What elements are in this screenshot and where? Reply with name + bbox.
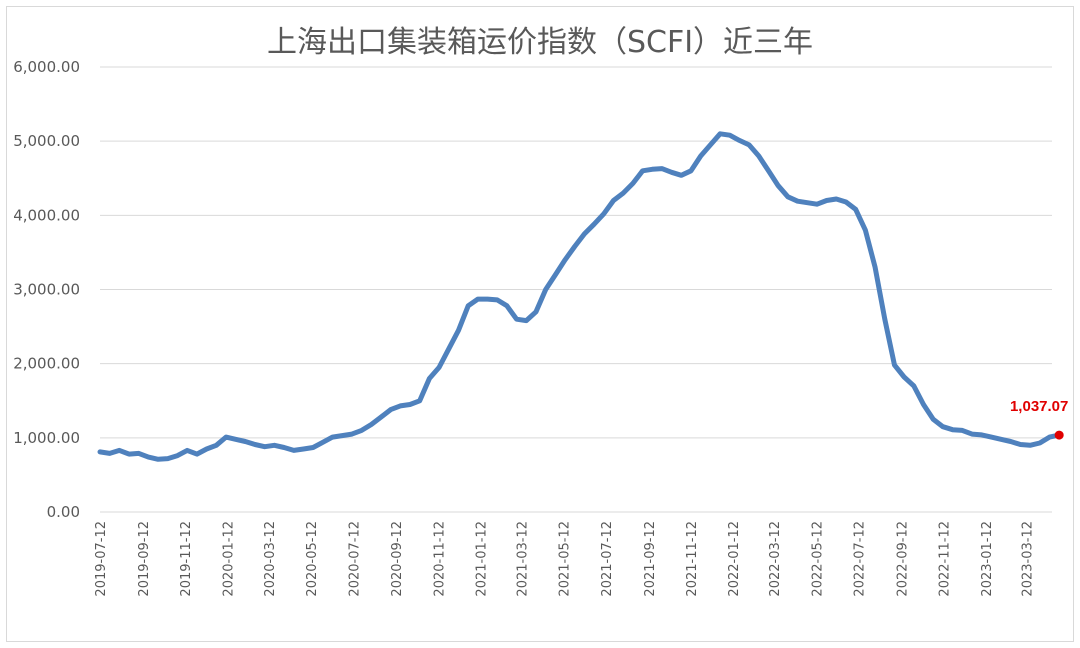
y-tick-label: 2,000.00 — [13, 355, 80, 373]
x-tick-label: 2022-05-12 — [810, 521, 825, 597]
x-tick-label: 2020-07-12 — [347, 521, 362, 597]
x-tick-label: 2021-11-12 — [685, 521, 700, 597]
x-tick-label: 2021-05-12 — [558, 521, 573, 597]
x-tick-label: 2022-11-12 — [938, 521, 953, 597]
scfi-series-line — [97, 131, 1062, 462]
x-tick-label: 2020-03-12 — [263, 521, 278, 597]
x-tick-label: 2021-07-12 — [600, 521, 615, 597]
x-tick-label: 2021-09-12 — [643, 521, 658, 597]
y-tick-label: 0.00 — [47, 503, 80, 521]
x-tick-label: 2020-05-12 — [305, 521, 320, 597]
y-tick-label: 4,000.00 — [13, 206, 80, 224]
y-tick-label: 5,000.00 — [13, 132, 80, 150]
x-tick-label: 2021-03-12 — [515, 521, 530, 597]
x-tick-label: 2021-01-12 — [475, 521, 490, 597]
x-axis-ticks: 2019-07-12 2019-09-12 2019-11-12 2020-01-12… — [94, 521, 1036, 597]
chart-title: 上海出口集装箱运价指数（SCFI）近三年 — [267, 25, 813, 60]
x-tick-label: 2022-07-12 — [852, 521, 867, 597]
chart-frame — [6, 6, 1074, 642]
x-tick-label: 2022-09-12 — [895, 521, 910, 597]
y-tick-label: 6,000.00 — [13, 58, 80, 76]
y-axis-ticks: 0.00 1,000.00 2,000.00 3,000.00 4,000.00 5,00… — [13, 58, 80, 521]
x-tick-label: 2020-11-12 — [432, 521, 447, 597]
x-tick-label: 2020-01-12 — [221, 521, 236, 597]
last-value-label: 1,037.07 — [1010, 398, 1068, 415]
x-tick-label: 2022-01-12 — [727, 521, 742, 597]
y-tick-label: 3,000.00 — [13, 281, 80, 299]
x-tick-label: 2023-03-12 — [1021, 521, 1036, 597]
x-tick-label: 2019-07-12 — [94, 521, 109, 597]
gridlines — [100, 66, 1052, 513]
x-tick-label: 2020-09-12 — [390, 521, 405, 597]
x-tick-label: 2019-11-12 — [179, 521, 194, 597]
x-tick-label: 2023-01-12 — [980, 521, 995, 597]
x-tick-label: 2022-03-12 — [768, 521, 783, 597]
y-tick-label: 1,000.00 — [13, 429, 80, 447]
x-tick-label: 2019-09-12 — [137, 521, 152, 597]
last-point-marker — [1054, 430, 1064, 440]
